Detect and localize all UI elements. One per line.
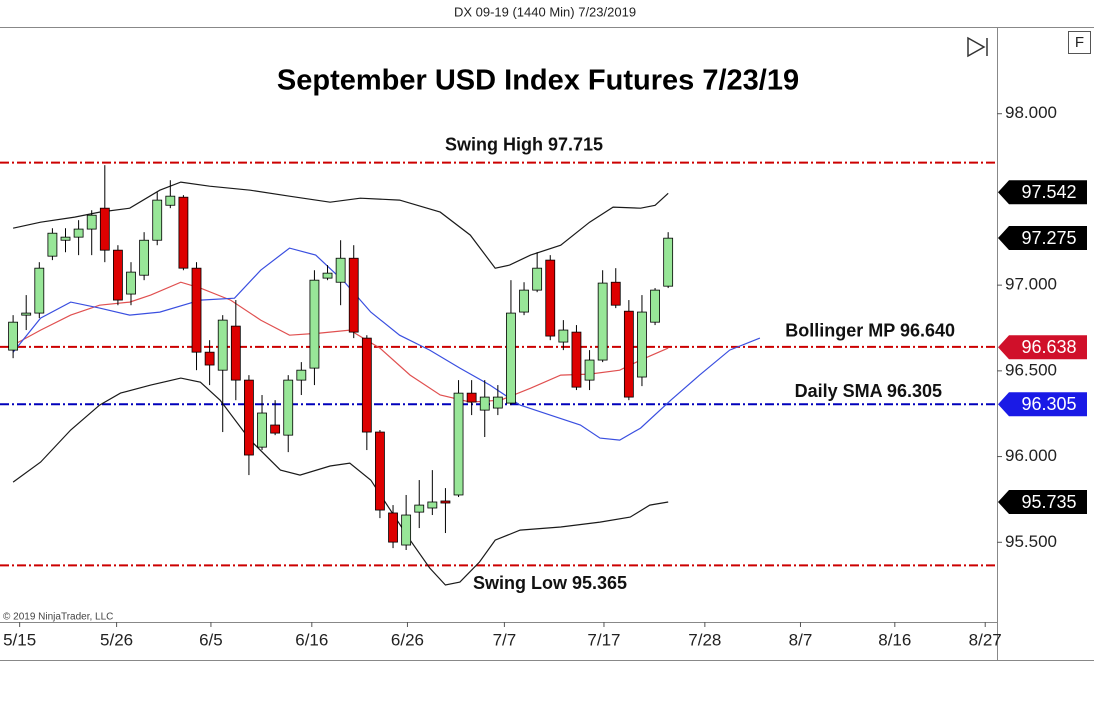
- candle-body: [139, 239, 150, 276]
- x-tick-label: 6/16: [295, 630, 328, 649]
- candle-body: [217, 319, 228, 371]
- price-marker: [998, 180, 1087, 205]
- candle-body: [296, 369, 307, 381]
- price-marker-label: 96.305: [1021, 394, 1076, 414]
- candle-body: [388, 512, 398, 543]
- candle-body: [8, 321, 19, 351]
- candle-body: [663, 237, 674, 287]
- candle-body: [427, 501, 438, 509]
- candle-body: [178, 196, 189, 269]
- candle-body: [610, 281, 621, 306]
- play-icon: [967, 36, 986, 58]
- x-tick-label: 7/17: [587, 630, 620, 649]
- copyright: © 2019 NinjaTrader, LLC: [3, 612, 113, 623]
- y-tick-label: 97.000: [1005, 275, 1057, 294]
- candle-body: [532, 267, 543, 291]
- price-marker: [998, 392, 1087, 417]
- candle-body: [637, 311, 647, 378]
- candle-body: [244, 379, 254, 456]
- x-tick-label: 8/27: [969, 630, 1002, 649]
- indicator-line: [12, 377, 669, 586]
- candle-body: [519, 289, 529, 313]
- y-tick-label: 96.500: [1005, 360, 1057, 379]
- candle-body: [545, 259, 556, 337]
- candle-body: [230, 325, 241, 381]
- candle-body: [650, 289, 660, 323]
- candle-body: [34, 267, 45, 314]
- candle-body: [204, 351, 215, 366]
- candle-body: [361, 337, 372, 433]
- candle-body: [60, 236, 71, 241]
- y-tick-label: 98.000: [1005, 103, 1057, 122]
- candle-body: [73, 228, 84, 238]
- candle-body: [126, 271, 136, 295]
- x-tick-label: 5/15: [3, 630, 36, 649]
- candle-body: [492, 396, 503, 409]
- x-tick-label: 6/26: [391, 630, 424, 649]
- price-marker-label: 96.638: [1021, 337, 1076, 357]
- candle-body: [466, 392, 477, 403]
- candle-body: [21, 312, 32, 316]
- f-button-label[interactable]: F: [1075, 34, 1084, 51]
- chart-header: DX 09-19 (1440 Min) 7/23/2019: [454, 4, 636, 19]
- candle-body: [506, 312, 516, 404]
- candle-body: [270, 424, 281, 434]
- y-tick-label: 95.500: [1005, 532, 1057, 551]
- f-button[interactable]: [1068, 31, 1091, 54]
- candle-body: [597, 282, 608, 361]
- candle-body: [558, 329, 569, 343]
- scroll-end-icon[interactable]: [967, 36, 988, 58]
- candle-body: [414, 504, 425, 513]
- x-tick-label: 5/26: [100, 630, 133, 649]
- plot-area: [0, 161, 997, 586]
- x-tick-label: 8/7: [789, 630, 813, 649]
- chart-title: September USD Index Futures 7/23/19: [277, 65, 799, 97]
- candle-body: [86, 214, 97, 230]
- y-tick-label: 96.000: [1005, 446, 1057, 465]
- indicator-line: [12, 281, 669, 403]
- candle-body: [47, 232, 58, 257]
- price-marker-label: 97.275: [1021, 228, 1076, 248]
- x-tick-label: 6/5: [199, 630, 223, 649]
- candle-body: [322, 272, 333, 279]
- candle-body: [309, 279, 320, 369]
- candle-body: [165, 195, 176, 206]
- candle-body: [335, 257, 346, 283]
- candle-body: [191, 267, 202, 353]
- candle-body: [571, 331, 582, 388]
- candle-body: [348, 257, 359, 333]
- level-label: Daily SMA 96.305: [795, 381, 942, 401]
- price-marker: [998, 490, 1087, 514]
- level-label: Swing High 97.715: [445, 134, 603, 154]
- candle-body: [584, 359, 595, 381]
- price-marker: [998, 335, 1087, 360]
- price-marker-label: 95.735: [1021, 492, 1076, 512]
- candle-body: [283, 379, 294, 436]
- candle-body: [479, 396, 490, 411]
- x-tick-label: 7/7: [493, 630, 517, 649]
- candle-body: [257, 412, 267, 448]
- candle-body: [375, 431, 385, 511]
- price-marker-label: 97.542: [1021, 182, 1076, 202]
- indicator-line: [12, 181, 669, 269]
- candle-body: [401, 514, 412, 546]
- x-tick-label: 7/28: [688, 630, 721, 649]
- indicator-line: [12, 247, 761, 441]
- level-label: Bollinger MP 96.640: [785, 321, 955, 341]
- x-tick-label: 8/16: [878, 630, 911, 649]
- price-marker: [998, 226, 1087, 250]
- candle-body: [440, 500, 451, 504]
- candle-body: [453, 392, 464, 496]
- candle-body: [113, 249, 123, 301]
- candle-body: [152, 199, 163, 241]
- level-label: Swing Low 95.365: [473, 573, 627, 593]
- candle-body: [99, 207, 110, 251]
- candle-body: [623, 310, 634, 398]
